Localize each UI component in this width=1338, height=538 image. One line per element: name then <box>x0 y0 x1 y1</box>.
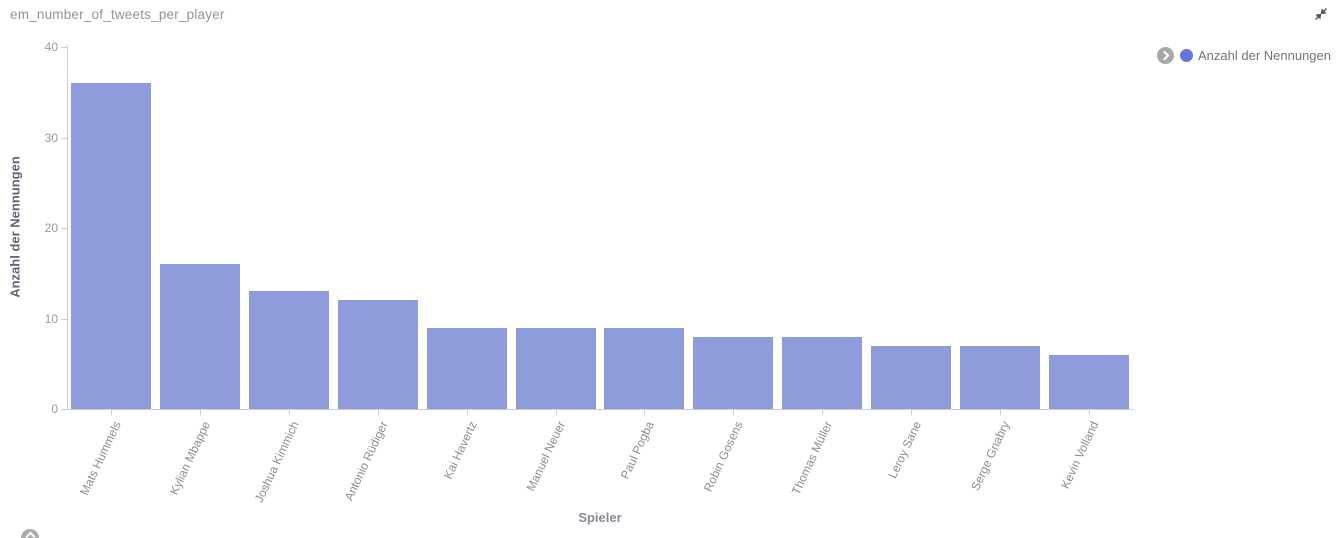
y-tick-label: 30 <box>44 130 58 145</box>
y-tick-label: 10 <box>44 311 58 326</box>
x-tick-mark <box>555 410 557 415</box>
legend-item[interactable]: Anzahl der Nennungen <box>1180 48 1331 63</box>
bar[interactable] <box>604 327 685 409</box>
x-axis-line <box>67 409 1133 410</box>
bar[interactable] <box>959 345 1040 409</box>
x-axis-title: Spieler <box>578 510 622 525</box>
x-tick-mark <box>910 410 912 415</box>
x-tick-mark <box>466 410 468 415</box>
bar[interactable] <box>782 336 863 409</box>
y-tick-label: 20 <box>44 221 58 235</box>
bar[interactable] <box>160 264 241 409</box>
legend-next-button[interactable] <box>1157 46 1174 64</box>
collapse-icon[interactable] <box>1312 6 1330 24</box>
bar[interactable] <box>1048 354 1129 409</box>
bar[interactable] <box>71 83 152 409</box>
x-tick-mark <box>999 410 1001 415</box>
legend-item-label: Anzahl der Nennungen <box>1198 47 1331 63</box>
bar[interactable] <box>693 336 774 409</box>
y-axis-title: Anzahl der Nennungen <box>7 156 23 298</box>
x-tick-mark <box>289 410 291 415</box>
x-tick-mark <box>200 410 202 415</box>
bar[interactable] <box>870 345 951 409</box>
bar[interactable] <box>515 327 596 409</box>
y-tick-label: 0 <box>51 402 58 416</box>
y-tick-mark <box>61 409 67 410</box>
legend-series-dot-icon <box>1180 48 1193 62</box>
y-tick-label: 40 <box>44 40 58 54</box>
y-tick-mark <box>61 137 67 139</box>
y-tick-mark <box>61 228 67 229</box>
bar[interactable] <box>249 291 330 409</box>
y-axis-line <box>67 45 68 409</box>
x-tick-mark <box>733 410 735 415</box>
chevron-up-icon <box>25 531 35 538</box>
y-tick-mark <box>61 318 67 320</box>
chart-title: em_number_of_tweets_per_player <box>10 7 225 22</box>
y-tick-mark <box>61 47 67 48</box>
x-tick-mark <box>822 410 824 415</box>
bar[interactable] <box>337 300 418 409</box>
x-tick-mark <box>1088 410 1090 415</box>
x-tick-mark <box>377 410 379 415</box>
bar[interactable] <box>426 327 507 409</box>
x-tick-mark <box>111 410 113 415</box>
legend: Anzahl der Nennungen <box>1157 46 1331 64</box>
x-tick-mark <box>644 410 646 415</box>
collapse-arrows-icon <box>1315 8 1327 20</box>
legend-scroll-up-button[interactable] <box>21 529 39 538</box>
